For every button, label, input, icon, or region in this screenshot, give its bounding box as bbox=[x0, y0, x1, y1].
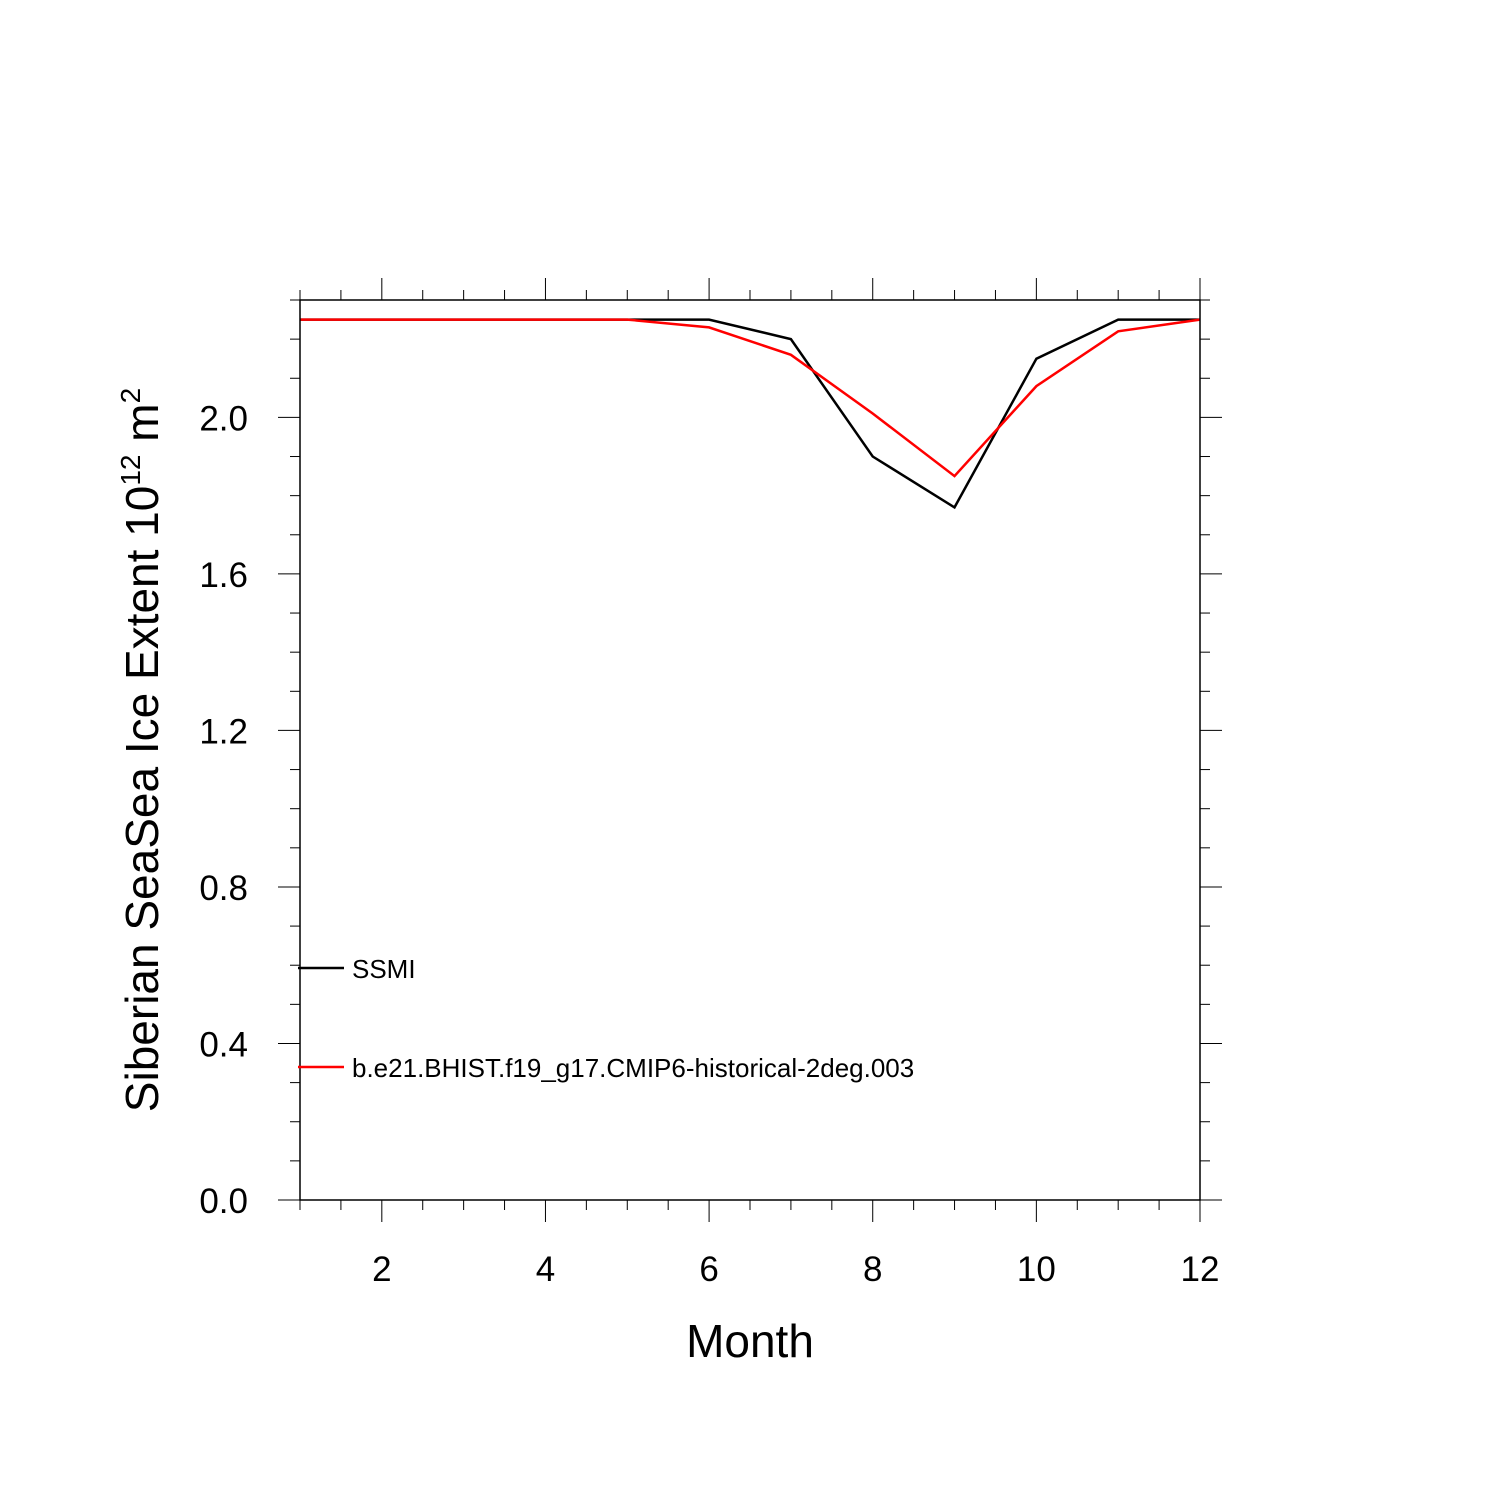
y-tick-label: 1.6 bbox=[199, 556, 248, 595]
tick-labels: 2 4 6 8 10 12 0.0 0.4 0.8 1.2 1.6 2.0 bbox=[199, 399, 1219, 1289]
x-axis-title: Month bbox=[686, 1315, 814, 1367]
legend: SSMI b.e21.BHIST.f19_g17.CMIP6-historical… bbox=[298, 954, 914, 1083]
x-tick-label: 2 bbox=[372, 1250, 391, 1289]
y-tick-label: 0.0 bbox=[199, 1182, 248, 1221]
x-tick-label: 6 bbox=[699, 1250, 718, 1289]
y-axis-title-main: Siberian SeaSea Ice Extent 10 bbox=[116, 486, 168, 1113]
x-tick-label: 10 bbox=[1017, 1250, 1056, 1289]
y-tick-label: 1.2 bbox=[199, 712, 248, 751]
x-tick-label: 4 bbox=[536, 1250, 555, 1289]
y-axis-title-unit-exponent: 2 bbox=[115, 388, 146, 404]
y-tick-label: 2.0 bbox=[199, 399, 248, 438]
legend-label-2: b.e21.BHIST.f19_g17.CMIP6-historical-2de… bbox=[352, 1053, 914, 1083]
axis-ticks bbox=[278, 278, 1222, 1222]
y-axis-title-exponent: 12 bbox=[115, 455, 146, 486]
y-tick-label: 0.8 bbox=[199, 869, 248, 908]
x-tick-label: 12 bbox=[1181, 1250, 1220, 1289]
y-axis-title-unit: m bbox=[116, 403, 168, 454]
y-axis-title: Siberian SeaSea Ice Extent 1012 m2 bbox=[115, 388, 168, 1112]
series-line-2 bbox=[300, 318, 1201, 478]
x-tick-label: 8 bbox=[863, 1250, 882, 1289]
legend-label-1: SSMI bbox=[352, 954, 416, 984]
y-tick-label: 0.4 bbox=[199, 1025, 248, 1064]
plot-frame bbox=[299, 299, 1201, 1201]
series-layer bbox=[300, 318, 1201, 510]
